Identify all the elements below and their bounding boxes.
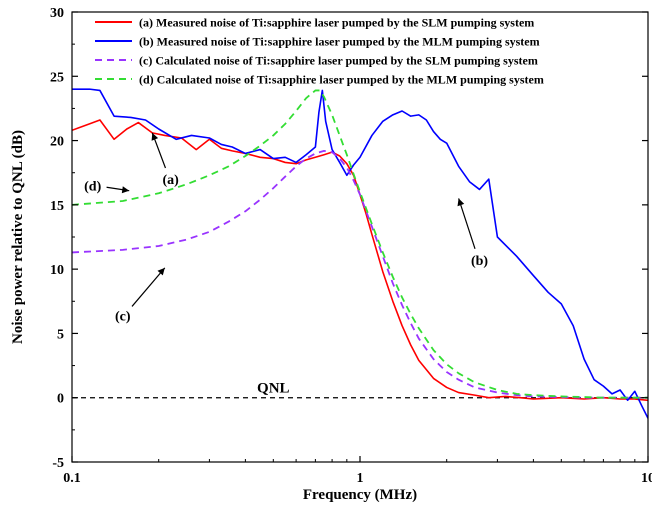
annotation-arrowhead-0 xyxy=(151,132,159,141)
annotation-arrowhead-3 xyxy=(121,186,130,194)
y-tick-label: 20 xyxy=(50,135,64,150)
legend-label-0: (a) Measured noise of Ti:sapphire laser … xyxy=(139,16,534,30)
x-axis-label: Frequency (MHz) xyxy=(303,487,417,503)
annotation-arrowhead-2 xyxy=(157,267,165,276)
y-tick-label: 15 xyxy=(50,199,64,214)
y-tick-label: -5 xyxy=(52,456,64,471)
annotation-label-1: (b) xyxy=(471,254,488,269)
y-tick-label: 25 xyxy=(50,70,64,85)
series-line-2 xyxy=(72,149,648,399)
x-tick-label: 0.1 xyxy=(63,471,81,486)
legend: (a) Measured noise of Ti:sapphire laser … xyxy=(95,16,544,87)
legend-label-2: (c) Calculated noise of Ti:sapphire lase… xyxy=(139,54,538,68)
annotation-label-0: (a) xyxy=(162,173,179,188)
series-line-0 xyxy=(72,119,648,402)
series-layer xyxy=(72,88,648,419)
annotation-arrow-1 xyxy=(458,198,476,249)
series-line-3 xyxy=(72,89,648,399)
annotation-label-2: (c) xyxy=(115,309,131,324)
annotation-label-3: (d) xyxy=(84,180,101,195)
annotation-arrowhead-1 xyxy=(457,198,465,207)
x-tick-label: 10 xyxy=(641,471,652,486)
legend-label-3: (d) Calculated noise of Ti:sapphire lase… xyxy=(139,73,544,87)
legend-label-1: (b) Measured noise of Ti:sapphire laser … xyxy=(139,35,540,49)
y-tick-label: 30 xyxy=(50,6,64,21)
annotation-arrow-2 xyxy=(131,267,166,307)
x-tick-label: 1 xyxy=(357,471,364,486)
annotations: QNL (a) (b) (c) (d) xyxy=(84,132,488,397)
qnl-label: QNL xyxy=(257,381,290,397)
series-line-1 xyxy=(72,88,648,419)
axes: -5 0 5 10 15 20 25 30 0.1 1 10 Frequency (MHz) Noise… xyxy=(10,6,652,503)
y-axis-label: Noise power relative to QNL (dB) xyxy=(10,130,26,344)
y-tick-label: 10 xyxy=(50,263,64,278)
y-tick-label: 0 xyxy=(57,392,64,407)
y-tick-label: 5 xyxy=(57,327,64,342)
